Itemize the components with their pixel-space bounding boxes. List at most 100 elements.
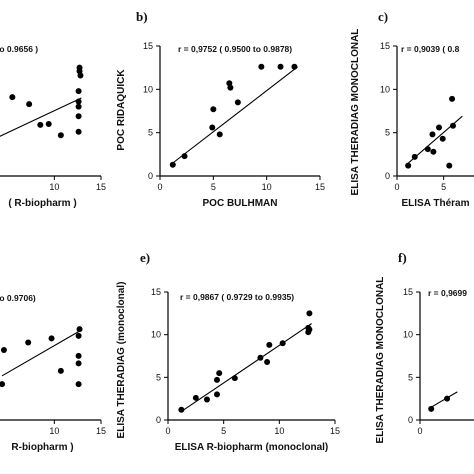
panel-5: 0 5 10 15 0 5 10 15 r = 0,9867 ( 0.9729 to 0.993…: [116, 250, 340, 453]
x-tick-label: 15: [96, 182, 106, 192]
x-tick-label: 5: [211, 182, 216, 192]
x-axis-label: POC BULHMAN: [203, 198, 278, 209]
y-tick-label: 5: [156, 372, 161, 382]
correlation-annotation: 635 to 0.9656 ): [0, 44, 38, 54]
panel-letter: e): [140, 250, 150, 265]
data-point: [213, 376, 220, 383]
data-point: [449, 95, 456, 102]
regression-line: [0, 97, 82, 137]
data-point: [76, 326, 83, 333]
y-tick-label: 10: [403, 330, 413, 340]
y-tick-label: 0: [385, 171, 390, 181]
data-point: [424, 146, 431, 153]
correlation-annotation: r = 0,9752 ( 0.9500 to 0.9878): [178, 44, 292, 54]
data-point: [192, 394, 199, 401]
y-tick-label: 0: [148, 171, 153, 181]
correlation-annotation: r = 0,9867 ( 0.9729 to 0.9935): [180, 292, 294, 302]
x-tick-label: 10: [49, 182, 59, 192]
data-point: [446, 162, 453, 169]
x-axis-label: ELISA Théram: [402, 198, 470, 209]
data-point: [450, 122, 456, 129]
y-tick-label: 0: [408, 415, 413, 425]
y-axis-label: ELISA THERADIAG (monoclonal): [116, 282, 127, 439]
data-point: [75, 360, 82, 367]
panel-6: 00 5 10 15 r = 0,9699 f) ELISA THERADIAG MONOC…: [375, 250, 474, 443]
panel-1: 10 15 635 to 0.9656 ) ( R-biopharm ): [0, 44, 106, 209]
x-tick-label: 0: [394, 182, 399, 192]
x-tick-label: 5: [221, 426, 226, 436]
data-point: [264, 358, 271, 365]
x-tick-label: 10: [49, 426, 59, 436]
data-point: [306, 326, 313, 333]
correlation-annotation: 826 to 0.9706): [0, 293, 36, 303]
data-point: [75, 128, 82, 135]
data-point: [75, 98, 82, 105]
data-point: [169, 161, 176, 168]
y-tick-label: 10: [151, 330, 161, 340]
data-point: [9, 94, 16, 101]
data-point: [257, 354, 264, 361]
y-axis-label: ELISA THERADIAG MONOCLONAL: [350, 29, 361, 196]
x-tick-label: 15: [315, 182, 325, 192]
y-tick-label: 5: [148, 128, 153, 138]
data-point: [181, 153, 188, 160]
data-point: [37, 121, 44, 128]
panel-4: 10 15 826 to 0.9706) R-biopharm ): [0, 293, 106, 453]
x-tick-label: 5: [441, 182, 446, 192]
data-point: [75, 103, 82, 110]
data-point: [216, 131, 223, 138]
data-point: [26, 101, 33, 108]
correlation-annotation: r = 0,9699: [428, 288, 467, 298]
data-point: [231, 375, 238, 382]
data-point: [209, 124, 216, 131]
regression-line: [1, 329, 82, 377]
data-point: [57, 132, 64, 139]
data-point: [77, 72, 84, 79]
data-point: [0, 381, 6, 388]
data-point: [266, 341, 273, 348]
y-tick-label: 15: [380, 41, 390, 51]
data-point: [45, 121, 52, 127]
data-point: [306, 310, 313, 317]
y-axis-label: ELISA THERADIAG MONOCLONAL: [375, 277, 386, 444]
regression-line: [172, 66, 298, 164]
data-point: [213, 391, 220, 398]
panel-letter: b): [136, 9, 148, 24]
y-tick-label: 5: [408, 372, 413, 382]
data-point: [277, 63, 284, 70]
data-point: [75, 352, 82, 359]
y-axis-label: POC RIDAQUICK: [116, 69, 127, 151]
correlation-annotation: r = 0,9039 ( 0.8: [401, 44, 460, 54]
x-tick-label: 0: [165, 426, 170, 436]
data-point: [178, 406, 185, 413]
x-tick-label: 0: [417, 426, 422, 436]
x-tick-label: 0: [157, 182, 162, 192]
data-point: [210, 106, 217, 113]
data-point: [436, 124, 442, 131]
x-tick-label: 15: [96, 426, 106, 436]
panel-2: 0 5 10 15 0 5 10 15 r = 0,9752 ( 0.9500 to 0.987…: [116, 9, 325, 209]
data-point: [279, 340, 286, 347]
data-point: [429, 131, 436, 138]
data-point: [444, 395, 451, 402]
y-tick-label: 5: [385, 128, 390, 138]
data-point: [0, 347, 7, 353]
regression-line: [181, 323, 312, 412]
data-point: [75, 113, 82, 120]
y-tick-label: 15: [403, 287, 413, 297]
y-tick-label: 15: [151, 287, 161, 297]
data-point: [439, 135, 446, 142]
x-tick-label: 10: [274, 426, 284, 436]
y-tick-label: 0: [156, 415, 161, 425]
x-tick-label: 10: [262, 182, 272, 192]
data-point: [57, 367, 64, 374]
data-point: [234, 99, 241, 106]
data-point: [48, 335, 55, 342]
x-tick-label: 15: [330, 426, 340, 436]
y-tick-label: 10: [143, 84, 153, 94]
panel-letter: c): [378, 9, 388, 24]
data-point: [75, 88, 82, 95]
data-point: [216, 370, 223, 377]
x-axis-label: R-biopharm ): [11, 442, 73, 453]
